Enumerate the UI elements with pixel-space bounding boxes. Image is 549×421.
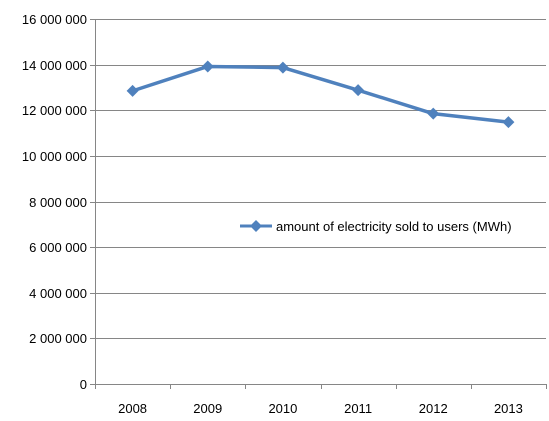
legend-marker-swatch xyxy=(250,220,262,232)
y-tick-label: 2 000 000 xyxy=(29,331,87,346)
x-axis-tick-labels: 2008 2009 2010 2011 2012 2013 xyxy=(118,401,523,416)
axes xyxy=(90,19,547,389)
y-tick-label: 16 000 000 xyxy=(22,12,87,27)
data-point-marker xyxy=(352,84,365,97)
data-point-marker xyxy=(126,84,139,97)
data-point-marker xyxy=(427,107,440,120)
x-tick-label: 2011 xyxy=(344,401,372,416)
data-point-marker xyxy=(502,116,515,129)
y-tick-label: 12 000 000 xyxy=(22,103,87,118)
data-point-marker xyxy=(201,60,214,73)
y-tick-label: 14 000 000 xyxy=(22,58,87,73)
y-tick-label: 4 000 000 xyxy=(29,286,87,301)
series-line xyxy=(132,64,509,124)
y-axis-tick-labels: 0 2 000 000 4 000 000 6 000 000 8 000 000 10 … xyxy=(22,12,87,392)
x-tick-label: 2009 xyxy=(193,401,222,416)
y-tick-label: 8 000 000 xyxy=(29,195,87,210)
y-tick-label: 10 000 000 xyxy=(22,149,87,164)
y-tick-label: 6 000 000 xyxy=(29,240,87,255)
data-point-marker xyxy=(276,61,289,74)
x-tick-label: 2012 xyxy=(419,401,448,416)
legend: amount of electricity sold to users (MWh… xyxy=(240,219,512,234)
x-tick-label: 2010 xyxy=(268,401,297,416)
series-layer xyxy=(126,60,515,129)
legend-label: amount of electricity sold to users (MWh… xyxy=(276,219,512,234)
y-tick-label: 0 xyxy=(80,377,87,392)
grid-lines xyxy=(95,19,546,339)
x-tick-label: 2008 xyxy=(118,401,147,416)
x-tick-label: 2013 xyxy=(494,401,523,416)
